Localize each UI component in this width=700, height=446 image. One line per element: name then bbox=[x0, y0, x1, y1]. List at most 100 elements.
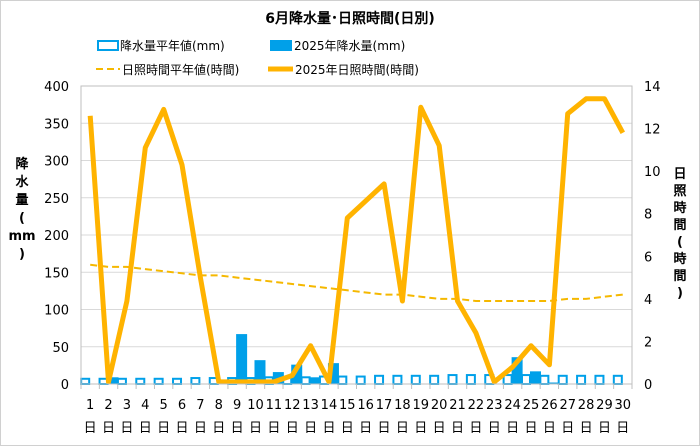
y-right-axis-label: 時 bbox=[673, 251, 686, 267]
x-tick-label: 2 bbox=[104, 398, 112, 413]
bar-2025-precip bbox=[511, 357, 523, 384]
bar-2025-precip bbox=[309, 377, 321, 384]
chart-title: 6月降水量･日照時間(日別) bbox=[265, 10, 435, 27]
x-tick-label: 7 bbox=[196, 398, 204, 413]
bar-normal-precip bbox=[116, 377, 127, 386]
y-right-tick-label: 12 bbox=[644, 123, 661, 138]
x-tick-suffix: 日 bbox=[322, 421, 335, 436]
bar-normal-precip bbox=[172, 377, 183, 386]
y-left-axis-label: mm bbox=[8, 229, 35, 244]
y-right-tick-label: 14 bbox=[644, 80, 661, 95]
x-tick-suffix: 日 bbox=[231, 421, 244, 436]
bar-2025-precip bbox=[327, 363, 339, 384]
x-tick-suffix: 日 bbox=[469, 421, 482, 436]
x-tick-label: 10 bbox=[247, 398, 264, 413]
axes: 050100150200250300350400024681012141日2日3… bbox=[8, 80, 686, 436]
line-series bbox=[87, 96, 626, 385]
y-left-axis-label: ( bbox=[19, 211, 25, 226]
x-tick-label: 25 bbox=[523, 398, 540, 413]
bar-2025-precip bbox=[548, 382, 560, 384]
bar-normal-precip bbox=[153, 377, 164, 386]
bar-normal-precip bbox=[594, 374, 605, 385]
y-right-axis-label: 時 bbox=[673, 200, 686, 216]
bar-2025-precip bbox=[107, 377, 119, 384]
x-tick-suffix: 日 bbox=[506, 421, 519, 436]
y-right-tick-label: 4 bbox=[644, 293, 652, 308]
x-tick-suffix: 日 bbox=[396, 421, 409, 436]
legend-label-normal-sunshine: 日照時間平年値(時間) bbox=[122, 62, 239, 77]
x-tick-suffix: 日 bbox=[102, 421, 115, 436]
x-tick-label: 16 bbox=[357, 398, 374, 413]
x-tick-suffix: 日 bbox=[267, 421, 280, 436]
y-left-tick-label: 50 bbox=[52, 341, 69, 356]
line-2025-sunshine bbox=[87, 96, 626, 385]
y-right-axis-label: 照 bbox=[673, 184, 686, 199]
x-tick-label: 6 bbox=[178, 398, 186, 413]
y-left-tick-label: 300 bbox=[44, 155, 69, 170]
x-tick-label: 11 bbox=[266, 398, 283, 413]
y-left-tick-label: 100 bbox=[44, 304, 69, 319]
legend-label-normal-precip: 降水量平年値(mm) bbox=[120, 38, 225, 53]
x-tick-label: 9 bbox=[233, 398, 241, 413]
legend-swatch-2025-precip bbox=[270, 40, 292, 51]
y-right-axis-label: 間 bbox=[673, 218, 686, 233]
x-tick-suffix: 日 bbox=[378, 421, 391, 436]
y-right-tick-label: 10 bbox=[644, 165, 661, 180]
y-left-tick-label: 0 bbox=[61, 378, 69, 393]
y-right-tick-label: 2 bbox=[644, 335, 652, 350]
bar-normal-precip bbox=[447, 374, 458, 385]
gridlines bbox=[81, 85, 632, 385]
x-tick-suffix: 日 bbox=[433, 421, 446, 436]
legend: 降水量平年値(mm) 2025年降水量(mm) 日照時間平年値(時間) 2025年日照… bbox=[96, 38, 419, 77]
x-tick-label: 21 bbox=[449, 398, 466, 413]
bar-normal-precip bbox=[429, 374, 440, 385]
x-tick-label: 22 bbox=[468, 398, 485, 413]
x-tick-suffix: 日 bbox=[598, 421, 611, 436]
x-tick-suffix: 日 bbox=[84, 421, 97, 436]
y-left-tick-label: 150 bbox=[44, 266, 69, 281]
y-left-axis-label: 降 bbox=[15, 156, 29, 172]
x-tick-label: 4 bbox=[141, 398, 149, 413]
bar-normal-precip bbox=[576, 374, 587, 385]
bar-2025-precip bbox=[254, 360, 266, 384]
bar-normal-precip bbox=[135, 377, 146, 386]
y-left-tick-label: 250 bbox=[44, 192, 69, 207]
x-tick-suffix: 日 bbox=[304, 421, 317, 436]
x-tick-label: 20 bbox=[431, 398, 448, 413]
bar-normal-precip bbox=[392, 374, 403, 385]
y-left-tick-label: 400 bbox=[44, 80, 69, 95]
legend-label-2025-precip: 2025年降水量(mm) bbox=[294, 39, 405, 53]
bar-2025-precip bbox=[236, 334, 248, 384]
bar-normal-precip bbox=[410, 374, 421, 385]
x-tick-label: 19 bbox=[413, 398, 430, 413]
bar-normal-precip bbox=[355, 375, 366, 385]
legend-swatch-normal-precip bbox=[97, 40, 119, 51]
legend-label-2025-sunshine: 2025年日照時間(時間) bbox=[295, 63, 419, 77]
y-right-tick-label: 6 bbox=[644, 250, 652, 265]
bar-2025-precip bbox=[529, 371, 541, 384]
bar-normal-precip bbox=[520, 374, 531, 385]
bar-normal-precip bbox=[80, 377, 91, 386]
x-tick-label: 17 bbox=[376, 398, 393, 413]
x-tick-label: 24 bbox=[504, 398, 521, 413]
bar-normal-precip bbox=[539, 374, 550, 385]
x-tick-label: 28 bbox=[578, 398, 595, 413]
bar-normal-precip bbox=[374, 374, 385, 385]
y-right-axis-label: 日 bbox=[673, 167, 686, 182]
x-tick-suffix: 日 bbox=[120, 421, 133, 436]
x-tick-suffix: 日 bbox=[414, 421, 427, 436]
x-tick-suffix: 日 bbox=[139, 421, 152, 436]
y-left-axis-label: ) bbox=[19, 247, 25, 262]
y-right-axis-label: ) bbox=[677, 286, 683, 301]
x-tick-label: 3 bbox=[123, 398, 131, 413]
bar-normal-precip bbox=[612, 374, 623, 385]
x-tick-suffix: 日 bbox=[451, 421, 464, 436]
x-tick-label: 12 bbox=[284, 398, 301, 413]
y-left-axis-label: 水 bbox=[15, 174, 29, 190]
x-tick-suffix: 日 bbox=[194, 421, 207, 436]
x-tick-suffix: 日 bbox=[341, 421, 354, 436]
bar-normal-precip bbox=[190, 377, 201, 386]
bar-normal-precip bbox=[557, 374, 568, 385]
x-tick-suffix: 日 bbox=[176, 421, 189, 436]
